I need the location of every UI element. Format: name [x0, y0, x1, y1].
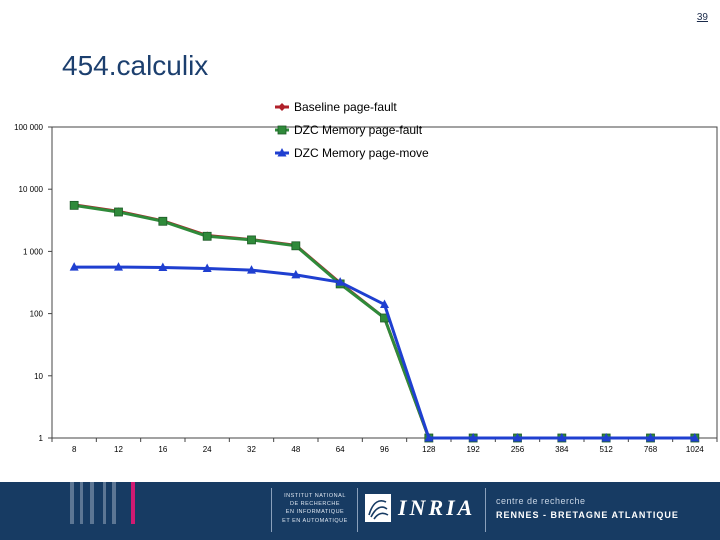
footer-stripe	[103, 482, 106, 524]
series-line-3	[74, 265, 695, 440]
legend-marker	[277, 148, 287, 157]
center-line-2: RENNES - BRETAGNE ATLANTIQUE	[496, 510, 679, 520]
x-tick-label: 96	[380, 445, 389, 454]
institute-line: INSTITUT NATIONAL	[284, 493, 346, 499]
x-tick-label: 384	[555, 445, 569, 454]
x-tick-label: 64	[336, 445, 345, 454]
data-point	[291, 269, 301, 279]
slide-title: 454.calculix	[62, 50, 209, 81]
footer-divider	[485, 488, 486, 532]
data-point	[202, 263, 212, 273]
inria-logo-icon	[365, 494, 391, 522]
footer-stripe	[80, 482, 83, 524]
legend-label: DZC Memory page-fault	[294, 123, 423, 137]
x-tick-label: 512	[599, 445, 613, 454]
x-tick-label: 192	[466, 445, 480, 454]
legend-marker	[277, 125, 287, 135]
footer-accent-stripe	[131, 482, 135, 524]
center-line-1: centre de recherche	[496, 496, 586, 506]
data-point	[69, 200, 79, 210]
legend-label: DZC Memory page-move	[294, 146, 429, 160]
institute-name: INSTITUT NATIONAL DE RECHERCHE EN INFORM…	[278, 492, 352, 525]
y-tick-label: 1 000	[23, 247, 44, 256]
data-point	[646, 433, 655, 442]
data-point	[513, 433, 522, 442]
x-tick-label: 16	[158, 445, 167, 454]
data-point	[158, 216, 168, 226]
data-point	[247, 265, 256, 274]
y-tick-label: 10	[34, 372, 43, 381]
institute-line: DE RECHERCHE	[289, 501, 340, 508]
y-tick-label: 100	[30, 310, 44, 319]
data-point	[114, 262, 123, 271]
data-point	[69, 262, 79, 271]
data-point	[114, 207, 123, 217]
data-point	[291, 241, 301, 251]
y-tick-label: 1	[39, 434, 44, 443]
footer-banner: INSTITUT NATIONAL DE RECHERCHE EN INFORM…	[0, 482, 720, 540]
x-tick-label: 8	[72, 445, 77, 454]
line-chart: 1 10 100 1 000 10 000 100 000 8 12 16 24 32 48 64 96 1…	[14, 100, 718, 454]
x-tick-label: 12	[114, 445, 123, 454]
plot-area	[51, 126, 718, 439]
data-point	[202, 231, 212, 241]
data-point	[335, 277, 345, 286]
footer-stripe	[90, 482, 94, 524]
x-tick-label: 48	[291, 445, 300, 454]
footer-divider	[357, 488, 358, 532]
footer-stripe	[112, 482, 116, 524]
x-tick-label: 24	[203, 445, 212, 454]
x-tick-label: 32	[247, 445, 256, 454]
footer-stripe	[70, 482, 74, 524]
x-tick-label: 1024	[686, 445, 704, 454]
x-tick-label: 128	[422, 445, 436, 454]
footer-divider	[271, 488, 272, 532]
institute-line: EN INFORMATIQUE	[285, 509, 345, 516]
data-point	[601, 433, 611, 442]
legend-marker	[278, 103, 286, 111]
data-point	[380, 299, 389, 309]
x-tick-label: 768	[644, 445, 658, 454]
x-tick-label: 256	[511, 445, 525, 454]
data-point	[690, 433, 700, 442]
inria-logo-text: INRIA	[398, 495, 476, 520]
y-tick-label: 10 000	[19, 185, 44, 194]
data-point	[557, 433, 567, 442]
data-point	[247, 235, 256, 245]
data-point	[468, 433, 478, 442]
legend-label: Baseline page-fault	[294, 100, 397, 114]
data-point	[158, 262, 168, 272]
data-point	[424, 433, 434, 442]
institute-line: ET EN AUTOMATIQUE	[282, 517, 348, 524]
y-tick-label: 100 000	[14, 123, 43, 132]
page-number: 39	[696, 12, 708, 23]
